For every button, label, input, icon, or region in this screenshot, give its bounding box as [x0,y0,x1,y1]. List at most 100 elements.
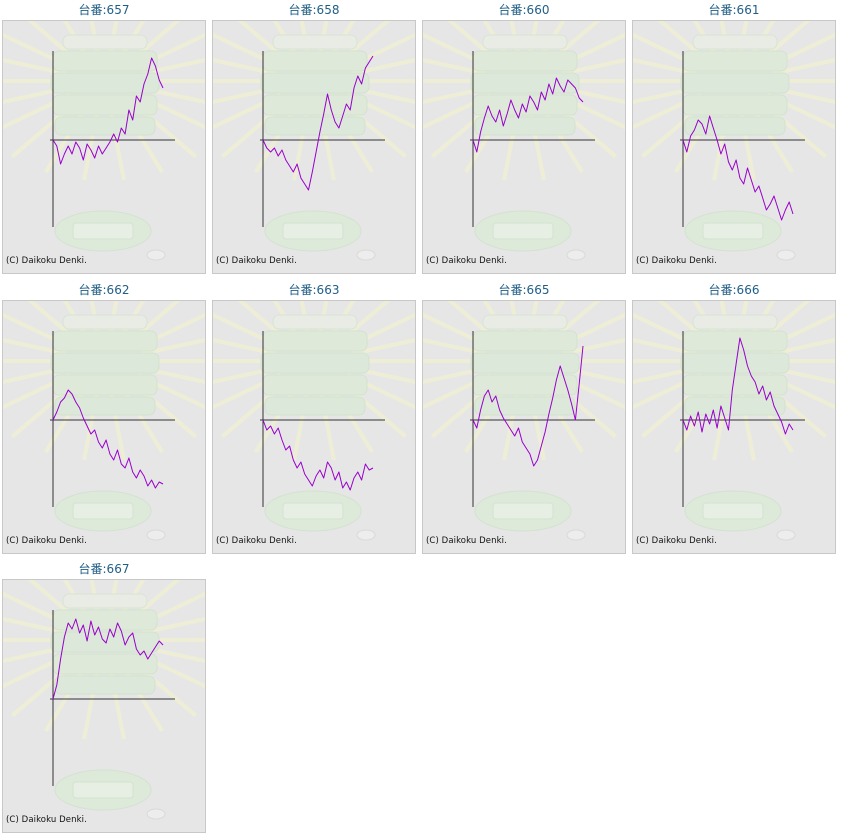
sunburst-ray [538,383,584,454]
graph-frame: (C) Daikoku Denki. [632,20,836,274]
slump-graph [423,21,625,261]
ball-art [356,249,376,261]
background-art [633,21,835,261]
copyright-text: (C) Daikoku Denki. [216,536,297,546]
slump-graph [3,21,205,261]
sunburst-ray [561,58,625,76]
sunburst-ray [213,338,277,356]
graph-frame: (C) Daikoku Denki. [422,20,626,274]
sunburst-ray [771,58,835,76]
machine-stack-art [680,34,790,136]
sunburst-ray [213,366,277,384]
sunburst-ray [3,645,67,663]
machine-card[interactable]: 台番:662 [2,280,206,554]
sunburst-ray [3,338,67,356]
ball-art [776,529,796,541]
sunburst-ray [748,383,794,454]
machine-number[interactable]: 台番:662 [78,283,130,297]
sunburst-ray [538,103,584,174]
sunburst-ray [213,58,277,76]
sunburst-ray [141,645,205,663]
copyright-text: (C) Daikoku Denki. [426,256,507,266]
copyright-text: (C) Daikoku Denki. [6,815,87,825]
sunburst-ray [3,86,67,104]
sunburst-ray [771,366,835,384]
graph-frame: (C) Daikoku Denki. [212,300,416,554]
graph-frame: (C) Daikoku Denki. [2,20,206,274]
sunburst-ray [3,366,67,384]
ball-art [146,529,166,541]
machine-number[interactable]: 台番:657 [78,3,130,17]
sunburst-ray [423,338,487,356]
ball-art [146,808,166,820]
ball-art [566,249,586,261]
sunburst-ray [141,86,205,104]
slump-line [472,345,584,467]
machine-card[interactable]: 台番:666 [632,280,836,554]
copyright-text: (C) Daikoku Denki. [6,256,87,266]
slump-graph [3,301,205,541]
slump-line [262,419,374,491]
sunburst-ray [3,58,67,76]
sunburst-ray [561,86,625,104]
sunburst-ray [141,58,205,76]
graph-frame: (C) Daikoku Denki. [422,300,626,554]
background-art [423,21,625,261]
slump-line [472,77,584,153]
sunburst-ray [141,338,205,356]
machine-number[interactable]: 台番:661 [708,3,760,17]
slump-line [52,618,164,700]
sunburst-ray [633,58,697,76]
sunburst-ray [423,366,487,384]
machine-stack-art [470,34,580,136]
machine-stack-art [260,314,370,416]
machine-stack-art [260,34,370,136]
slump-line [682,115,794,221]
machine-number[interactable]: 台番:663 [288,283,340,297]
sunburst-ray [633,86,697,104]
machine-stack-art [50,314,160,416]
sunburst-ray [351,338,415,356]
machine-card[interactable]: 台番:658 [212,0,416,274]
ball-art [146,249,166,261]
machine-number[interactable]: 台番:660 [498,3,550,17]
copyright-text: (C) Daikoku Denki. [636,256,717,266]
sunburst-ray [633,338,697,356]
ball-art [356,529,376,541]
slump-line [52,389,164,489]
sunburst-ray [771,86,835,104]
machine-card[interactable]: 台番:667 [2,559,206,833]
sunburst-ray [141,617,205,635]
graph-frame: (C) Daikoku Denki. [632,300,836,554]
ball-art [776,249,796,261]
sunburst-ray [561,338,625,356]
machine-number[interactable]: 台番:666 [708,283,760,297]
sunburst-ray [3,617,67,635]
sunburst-ray [771,338,835,356]
sunburst-ray [748,103,794,174]
graph-frame: (C) Daikoku Denki. [2,300,206,554]
machine-number[interactable]: 台番:667 [78,562,130,576]
sunburst-ray [633,366,697,384]
machine-number[interactable]: 台番:665 [498,283,550,297]
background-art [3,580,205,820]
slump-line [262,55,374,191]
sunburst-ray [423,86,487,104]
machine-card[interactable]: 台番:661 [632,0,836,274]
machine-card[interactable]: 台番:660 [422,0,626,274]
graph-frame: (C) Daikoku Denki. [212,20,416,274]
machine-card[interactable]: 台番:663 [212,280,416,554]
sunburst-ray [561,366,625,384]
machine-card[interactable]: 台番:665 [422,280,626,554]
background-art [213,21,415,261]
slump-graph [633,301,835,541]
machine-number[interactable]: 台番:658 [288,3,340,17]
background-art [213,301,415,541]
machine-card[interactable]: 台番:657 [2,0,206,274]
slump-graph [213,21,415,261]
ball-art [566,529,586,541]
sunburst-ray [351,58,415,76]
graph-frame: (C) Daikoku Denki. [2,579,206,833]
sunburst-ray [118,383,164,454]
slump-graph [213,301,415,541]
